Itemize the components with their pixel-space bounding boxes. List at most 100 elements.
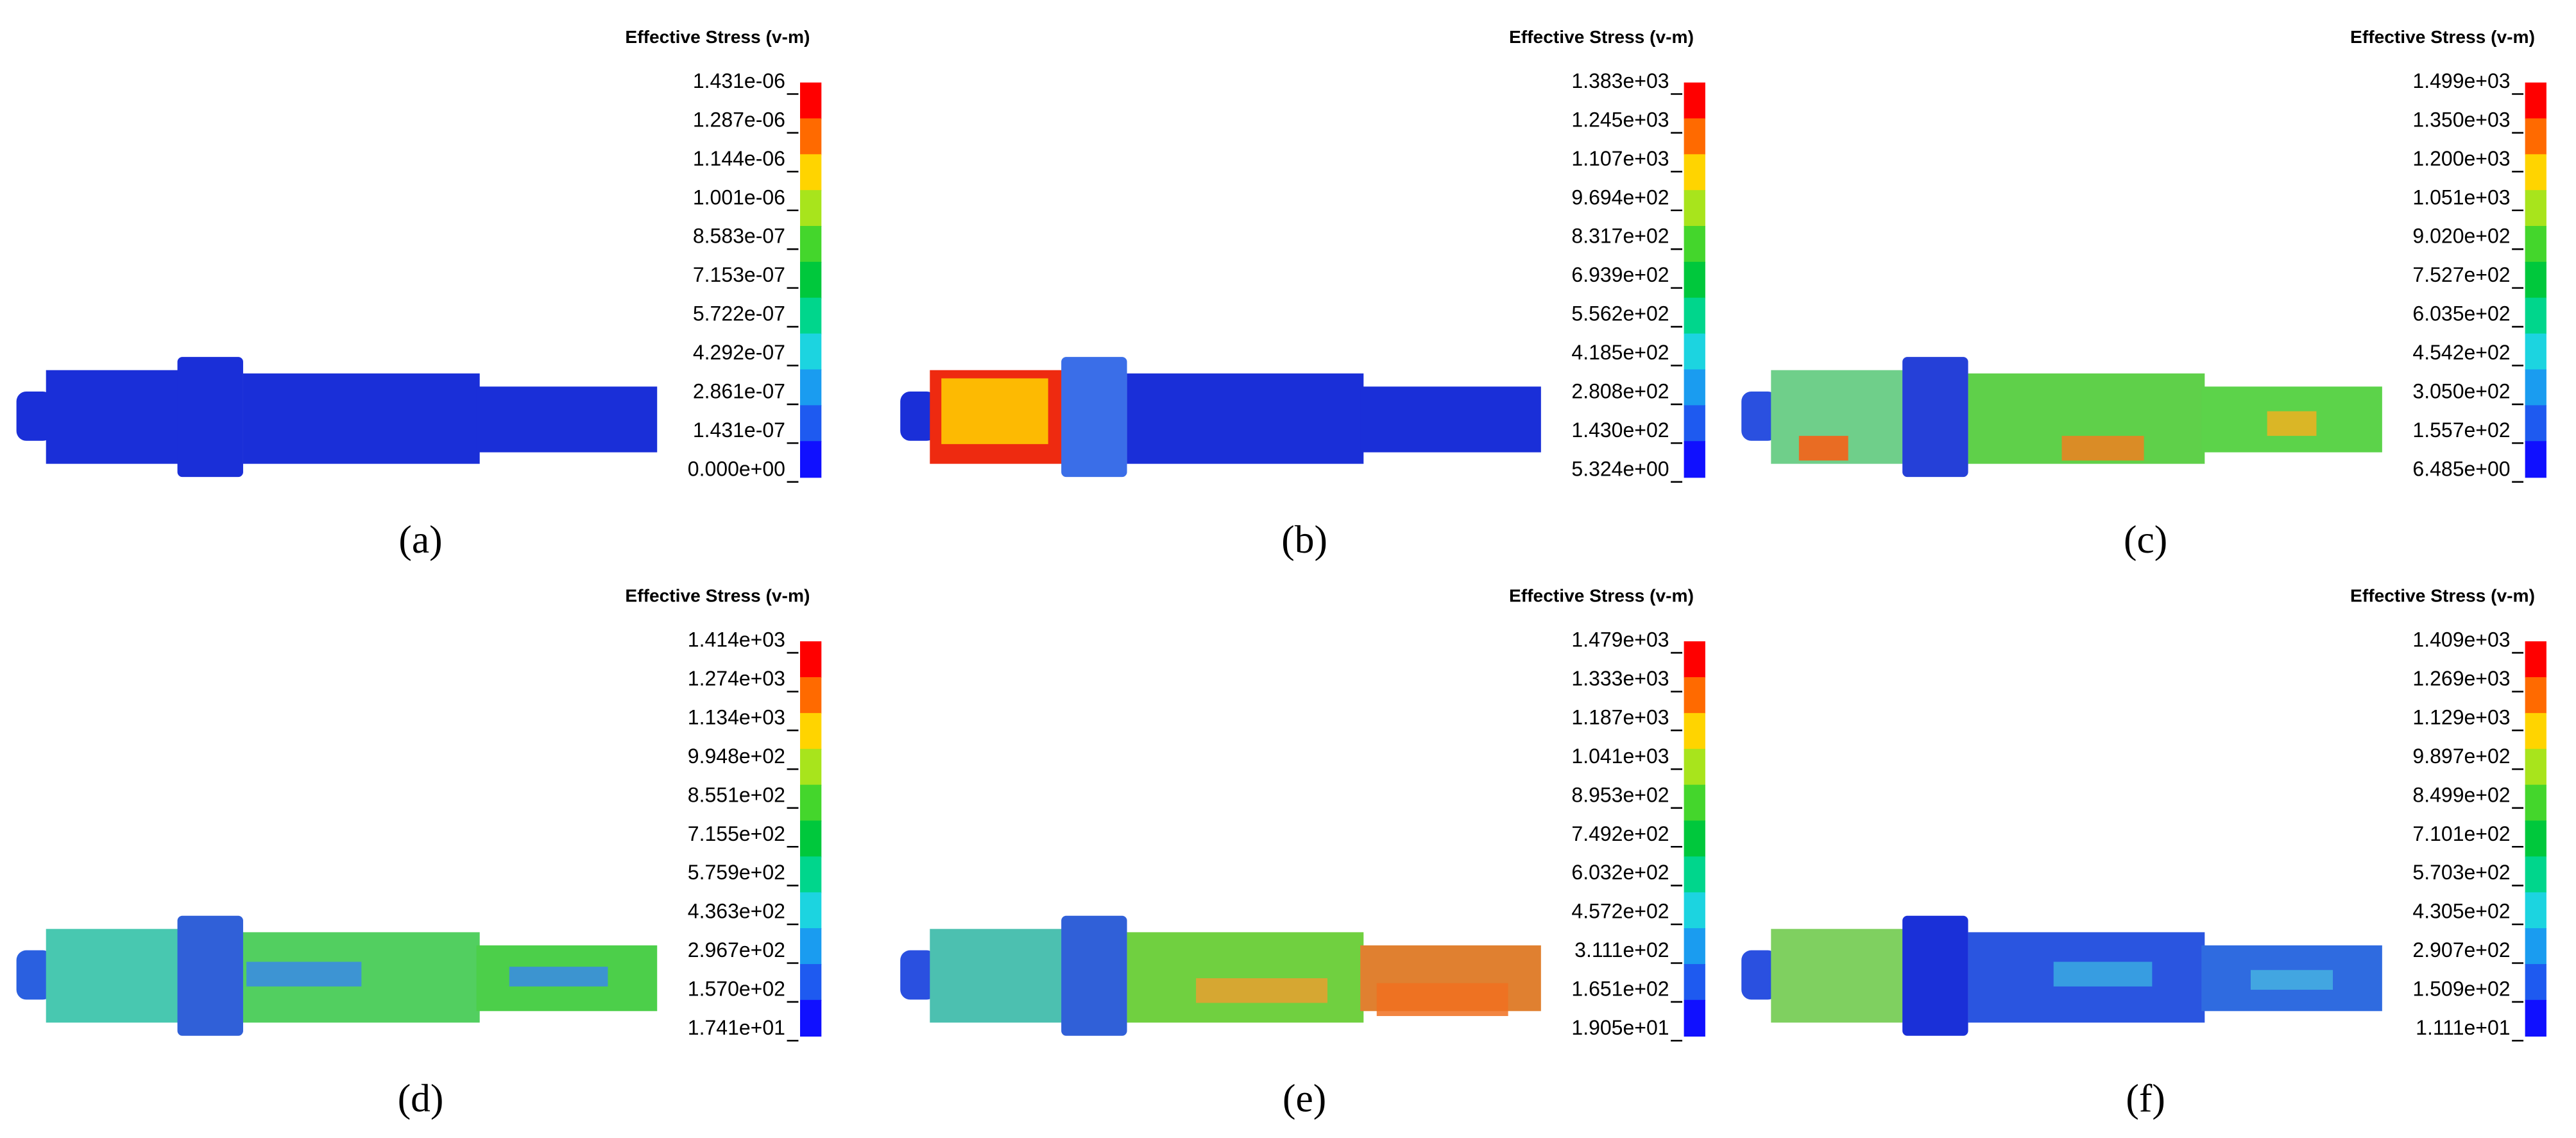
legend-tick-label: 2.808e+02 — [1571, 379, 1669, 402]
legend-tick-label: 1.287e-06 — [693, 108, 785, 131]
shaft-nub — [1741, 950, 1778, 1000]
color-band — [800, 82, 822, 119]
legend-tick-label: 1.430e+02 — [1571, 418, 1669, 442]
color-band — [1684, 297, 1705, 334]
stress-patch — [509, 967, 608, 987]
panel: Effective Stress (v-m) 1.414e+03 1.274e+03… — [16, 586, 822, 1120]
panel-label: (f) — [2126, 1076, 2165, 1120]
shaft-section — [1360, 386, 1541, 453]
color-band — [800, 226, 822, 263]
color-band — [2525, 369, 2546, 406]
color-band — [1684, 999, 1705, 1037]
shaft-nub — [1741, 391, 1778, 441]
panel: Effective Stress (v-m) 1.383e+03 1.245e+03… — [900, 27, 1705, 562]
legend-tick-label: 5.722e-07 — [693, 302, 785, 325]
shaft-section — [1127, 932, 1364, 1023]
legend-tick-label: 1.350e+03 — [2412, 108, 2510, 131]
color-band — [2525, 928, 2546, 965]
legend-tick-label: 7.527e+02 — [2412, 263, 2510, 286]
color-band — [1684, 261, 1705, 299]
color-band — [800, 892, 822, 929]
color-band — [1684, 928, 1705, 965]
legend-title: Effective Stress (v-m) — [1509, 27, 1694, 47]
legend-tick-label: 1.479e+03 — [1571, 628, 1669, 651]
stress-patch — [2251, 970, 2333, 990]
color-band — [800, 856, 822, 893]
legend-title: Effective Stress (v-m) — [2350, 586, 2535, 606]
color-band — [2525, 641, 2546, 678]
color-band — [800, 712, 822, 750]
color-band — [1684, 712, 1705, 750]
legend-tick-label: 5.759e+02 — [688, 861, 785, 884]
color-band — [800, 118, 822, 155]
color-band — [1684, 405, 1705, 442]
color-band — [2525, 856, 2546, 893]
legend-tick-label: 1.051e+03 — [2412, 185, 2510, 209]
color-band — [800, 441, 822, 478]
shaft-section — [1127, 373, 1364, 464]
color-band — [1684, 677, 1705, 714]
legend-tick-label: 1.041e+03 — [1571, 745, 1669, 768]
color-band — [1684, 333, 1705, 370]
legend-tick-label: 1.905e+01 — [1571, 1016, 1669, 1039]
legend-tick-label: 6.939e+02 — [1571, 263, 1669, 286]
stress-patch — [1196, 978, 1327, 1003]
shaft-section — [1771, 929, 1906, 1023]
color-band — [2525, 820, 2546, 858]
legend-tick-label: 1.570e+02 — [688, 977, 785, 1000]
legend-tick-label: 1.557e+02 — [2412, 418, 2510, 442]
shaft-section — [476, 386, 658, 453]
legend-tick-label: 9.948e+02 — [688, 745, 785, 768]
color-band — [800, 333, 822, 370]
legend-tick-label: 8.551e+02 — [688, 783, 785, 806]
color-band — [1684, 226, 1705, 263]
color-band — [2525, 963, 2546, 1001]
color-band — [1684, 369, 1705, 406]
stress-patch — [246, 961, 362, 987]
panel: Effective Stress (v-m) 1.431e-06 1.287e-06… — [16, 27, 822, 562]
color-band — [800, 784, 822, 822]
color-band — [800, 820, 822, 858]
color-band — [2525, 333, 2546, 370]
legend-title: Effective Stress (v-m) — [625, 586, 810, 606]
color-band — [2525, 784, 2546, 822]
color-band — [2525, 297, 2546, 334]
legend-tick-label: 7.492e+02 — [1571, 822, 1669, 845]
color-band — [1684, 820, 1705, 858]
panel-label: (a) — [398, 518, 442, 562]
color-band — [1684, 892, 1705, 929]
color-band — [800, 928, 822, 965]
panel-label: (d) — [398, 1076, 444, 1120]
legend-tick-label: 4.363e+02 — [688, 900, 785, 923]
shaft-collar — [1061, 915, 1127, 1036]
legend-tick-label: 6.035e+02 — [2412, 302, 2510, 325]
legend-tick-label: 3.111e+02 — [1574, 938, 1669, 961]
color-band — [800, 999, 822, 1037]
panel-label: (e) — [1283, 1076, 1326, 1120]
panel: Effective Stress (v-m) 1.409e+03 1.269e+03… — [1741, 586, 2546, 1120]
legend-tick-label: 4.292e-07 — [693, 341, 785, 364]
legend-tick-label: 8.583e-07 — [693, 225, 785, 248]
shaft-collar — [1902, 357, 1968, 478]
shaft-section — [930, 929, 1065, 1023]
legend-tick-label: 6.032e+02 — [1571, 861, 1669, 884]
legend-tick-label: 1.414e+03 — [688, 628, 785, 651]
color-band — [800, 261, 822, 299]
color-band — [800, 963, 822, 1001]
legend-tick-label: 9.694e+02 — [1571, 185, 1669, 209]
legend-tick-label: 8.317e+02 — [1571, 225, 1669, 248]
shaft-nub — [900, 391, 937, 441]
legend-tick-label: 9.020e+02 — [2412, 225, 2510, 248]
legend-tick-label: 2.907e+02 — [2412, 938, 2510, 961]
color-band — [800, 405, 822, 442]
panel: Effective Stress (v-m) 1.479e+03 1.333e+03… — [900, 586, 1705, 1120]
color-band — [1684, 784, 1705, 822]
color-band — [1684, 154, 1705, 191]
stress-patch — [1798, 436, 1848, 461]
legend-tick-label: 1.187e+03 — [1571, 705, 1669, 728]
legend-tick-label: 7.153e-07 — [693, 263, 785, 286]
legend-tick-label: 1.509e+02 — [2412, 977, 2510, 1000]
color-band — [2525, 999, 2546, 1037]
legend-tick-label: 1.383e+03 — [1571, 69, 1669, 92]
legend-tick-label: 1.269e+03 — [2412, 667, 2510, 690]
